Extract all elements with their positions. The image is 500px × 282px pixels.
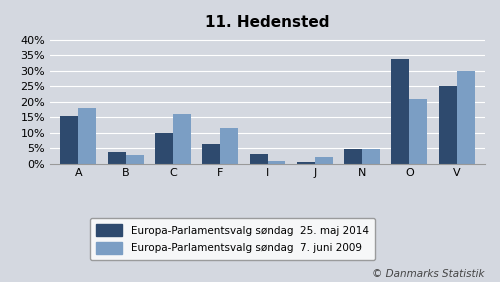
Legend: Europa-Parlamentsvalg søndag  25. maj 2014, Europa-Parlamentsvalg søndag  7. jun: Europa-Parlamentsvalg søndag 25. maj 201… (90, 218, 375, 260)
Bar (173, 114, 191, 164)
Bar (78, 108, 96, 164)
Text: © Danmarks Statistik: © Danmarks Statistik (372, 269, 485, 279)
Bar (155, 133, 173, 164)
Bar (268, 161, 285, 164)
Bar (60, 116, 78, 164)
Bar (202, 144, 220, 164)
Bar (392, 59, 409, 164)
Bar (344, 149, 362, 164)
Bar (456, 71, 474, 164)
Bar (315, 157, 333, 164)
Title: 11. Hedensted: 11. Hedensted (206, 15, 330, 30)
Bar (126, 155, 144, 164)
Bar (297, 162, 315, 164)
Bar (108, 152, 126, 164)
Bar (438, 86, 456, 164)
Bar (220, 128, 238, 164)
Bar (250, 154, 268, 164)
Bar (362, 149, 380, 164)
Bar (410, 99, 428, 164)
